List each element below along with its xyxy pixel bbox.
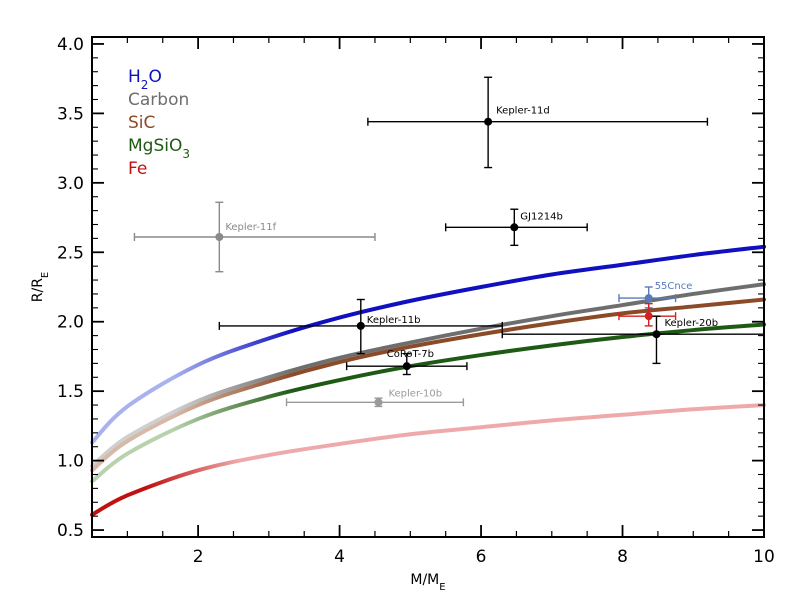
legend-entry-sic: SiC (128, 113, 155, 133)
y-tick-label: 2.0 (57, 313, 84, 333)
x-axis-label: M/ME (410, 572, 445, 593)
y-tick-label: 1.0 (57, 452, 84, 472)
planet-point: Kepler-10b (285, 388, 465, 408)
y-tick-label: 1.5 (57, 382, 84, 402)
point-label: Kepler-11d (496, 106, 550, 117)
point-label: CoRoT-7b (387, 349, 434, 360)
x-tick-label: 10 (753, 547, 775, 567)
point-label: 55Cnce (655, 281, 693, 292)
planet-point: 55Cnce (618, 281, 693, 309)
data-point (356, 321, 365, 330)
y-tick-label: 4.0 (57, 35, 84, 55)
y-tick-label: 3.0 (57, 174, 84, 194)
planet-point: Kepler-11d (367, 76, 709, 169)
data-point (510, 223, 519, 232)
series-line-sic (90, 297, 766, 473)
x-tick-label: 8 (617, 547, 628, 567)
data-point (644, 294, 653, 303)
planet-point (618, 302, 677, 327)
y-tick-label: 2.5 (57, 243, 84, 263)
point-label: Kepler-11b (367, 315, 421, 326)
legend-entry-mgsio3: MgSiO3 (128, 136, 190, 161)
series-line-h2o (90, 244, 766, 445)
planet-point: CoRoT-7b (345, 349, 468, 376)
point-label: Kepler-20b (664, 318, 718, 329)
x-tick-label: 2 (193, 547, 204, 567)
plot-frame (91, 36, 765, 538)
axes: 2 4 6 8 10 0.5 1.0 1.5 2.0 2.5 3.0 3.5 4.0 (57, 35, 775, 567)
legend-entry-h2o: H2O (128, 67, 162, 92)
x-tick-label: 6 (476, 547, 487, 567)
data-point (652, 330, 661, 339)
legend-entry-carbon: Carbon (128, 90, 189, 110)
data-point (215, 233, 224, 241)
y-tick-label: 3.5 (57, 104, 84, 124)
y-tick-label: 0.5 (57, 521, 84, 541)
series-line-carbon (90, 282, 766, 469)
y-axis-label: R/RE (30, 272, 51, 303)
data-point (374, 398, 383, 407)
series-line-fe (90, 403, 766, 517)
data-point (644, 312, 653, 321)
legend-entry-fe: Fe (128, 159, 147, 179)
planet-points: Kepler-11d GJ1214b Kepler-11f Kepler-11b CoR… (133, 76, 765, 408)
point-label: Kepler-10b (388, 388, 442, 399)
x-tick-label: 4 (334, 547, 345, 567)
data-point (484, 117, 493, 126)
point-label: Kepler-11f (225, 222, 276, 233)
planet-point: Kepler-11f (133, 201, 376, 273)
point-label: GJ1214b (520, 211, 563, 222)
planet-point: Kepler-11b (218, 298, 503, 355)
data-point (402, 362, 411, 371)
planet-point: GJ1214b (444, 208, 588, 247)
